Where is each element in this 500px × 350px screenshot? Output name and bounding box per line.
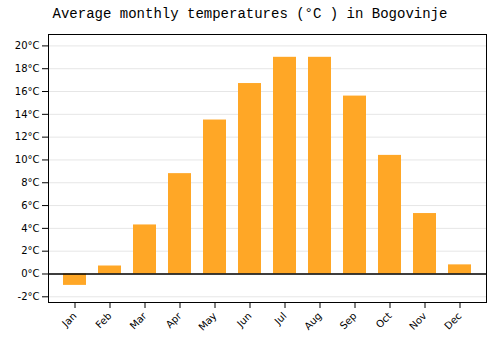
svg-text:Aug: Aug	[302, 310, 324, 332]
svg-text:Feb: Feb	[93, 310, 113, 330]
svg-text:Jul: Jul	[272, 310, 289, 327]
svg-text:Mar: Mar	[128, 310, 150, 332]
html-text:Average monthly temperatures (: Average monthly temperatures (°C ) in Bo…	[52, 6, 448, 22]
svg-text:Jan: Jan	[59, 310, 78, 329]
svg-text:16°C: 16°C	[15, 86, 40, 97]
svg-text:14°C: 14°C	[15, 109, 40, 120]
svg-text:0°C: 0°C	[21, 268, 39, 279]
svg-text:12°C: 12°C	[15, 131, 40, 142]
svg-text:Oct: Oct	[374, 310, 394, 330]
svg-text:Sep: Sep	[338, 310, 359, 331]
svg-text:20°C: 20°C	[15, 40, 40, 51]
svg-text:May: May	[196, 310, 218, 332]
svg-text:Jun: Jun	[234, 310, 254, 330]
svg-text:4°C: 4°C	[21, 223, 39, 234]
svg-text:6°C: 6°C	[21, 200, 39, 211]
svg-text:8°C: 8°C	[21, 177, 39, 188]
svg-text:18°C: 18°C	[15, 63, 40, 74]
svg-text:-2°C: -2°C	[18, 291, 40, 302]
svg-text:Dec: Dec	[442, 310, 463, 331]
svg-text:Apr: Apr	[164, 310, 185, 331]
svg-text:Nov: Nov	[407, 310, 429, 332]
svg-text:2°C: 2°C	[21, 245, 39, 256]
svg-text:10°C: 10°C	[15, 154, 40, 165]
